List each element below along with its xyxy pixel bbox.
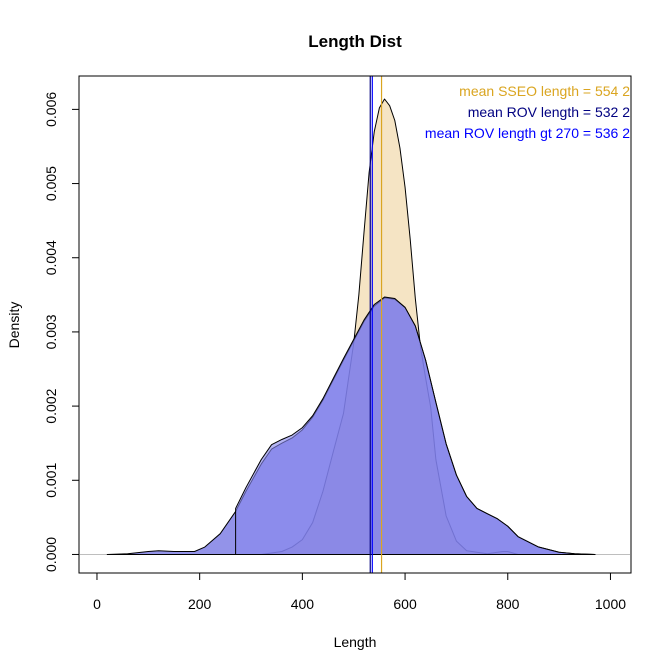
- x-axis: 0 200 400 600 800 1000: [93, 573, 626, 612]
- plot-frame: [78, 75, 632, 574]
- x-tick-label: 400: [291, 596, 315, 612]
- y-tick-label: 0.004: [43, 240, 59, 275]
- y-tick-label: 0.002: [43, 388, 59, 423]
- legend-entry: mean ROV length = 532 2: [468, 104, 630, 120]
- y-tick-label: 0.005: [43, 166, 59, 201]
- x-tick-label: 200: [188, 596, 212, 612]
- x-tick-label: 600: [393, 596, 417, 612]
- y-axis: 0.000 0.001 0.002 0.003 0.004 0.005 0.006: [43, 92, 79, 572]
- legend: mean SSEO length = 554 2 mean ROV length …: [425, 83, 630, 141]
- density-area-3: [235, 296, 596, 555]
- x-tick-label: 1000: [595, 596, 626, 612]
- y-tick-label: 0.001: [43, 463, 59, 498]
- chart-title: Length Dist: [308, 32, 402, 51]
- y-tick-label: 0.003: [43, 314, 59, 349]
- legend-entry: mean SSEO length = 554 2: [459, 83, 630, 99]
- legend-entry: mean ROV length gt 270 = 536 2: [425, 125, 630, 141]
- y-tick-label: 0.006: [43, 92, 59, 127]
- x-tick-label: 800: [496, 596, 520, 612]
- x-axis-label: Length: [334, 634, 377, 650]
- y-tick-label: 0.000: [43, 537, 59, 572]
- y-axis-label: Density: [6, 302, 22, 349]
- x-tick-label: 0: [93, 596, 101, 612]
